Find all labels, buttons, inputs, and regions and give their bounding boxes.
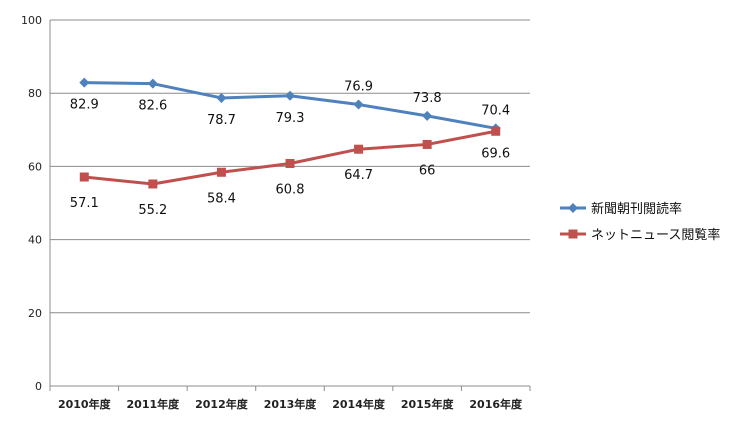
y-tick-label: 20 (28, 307, 42, 320)
y-tick-label: 40 (28, 234, 42, 247)
series-2-marker (79, 172, 89, 182)
data-label-series-2: 58.4 (207, 191, 236, 206)
x-tick-label: 2016年度 (469, 397, 523, 411)
series-2-marker (285, 158, 295, 168)
series-2-marker (148, 179, 158, 189)
y-tick-label: 80 (28, 87, 42, 100)
data-label-series-1: 70.4 (481, 103, 510, 118)
data-label-series-1: 82.6 (138, 99, 167, 114)
series-1-marker (79, 77, 90, 88)
data-label-series-2: 64.7 (344, 168, 373, 183)
x-tick-label: 2015年度 (401, 397, 455, 411)
data-labels: 82.9 82.6 78.7 79.3 76.9 73.8 70.4 57.1 55.2 58.4… (70, 80, 510, 218)
series-1-marker (422, 110, 433, 121)
data-label-series-2: 66 (419, 163, 436, 178)
data-label-series-1: 82.9 (70, 98, 99, 113)
legend-label-1: 新聞朝刊閲読率 (591, 201, 682, 217)
x-tick-label: 2012年度 (195, 397, 249, 411)
axes (49, 20, 530, 387)
data-label-series-2: 55.2 (138, 203, 167, 218)
series-1-marker (353, 99, 364, 110)
x-tick-label: 2010年度 (58, 397, 112, 411)
series-2-marker (491, 126, 501, 136)
x-tick-label: 2014年度 (332, 397, 386, 411)
series-1-marker (285, 90, 295, 101)
data-label-series-1: 76.9 (344, 80, 373, 95)
x-axis-ticks: 2010年度 2011年度 2012年度 2013年度 2014年度 2015年度 2016… (49, 386, 531, 411)
x-tick-label: 2011年度 (127, 397, 181, 411)
series-2-marker (354, 144, 364, 154)
data-label-series-1: 79.3 (276, 111, 305, 126)
data-label-series-2: 60.8 (276, 182, 305, 197)
y-tick-label: 60 (28, 160, 42, 173)
series-1-marker (147, 78, 158, 89)
series-layer (79, 77, 501, 189)
series-1-marker (216, 92, 227, 103)
data-label-series-2: 69.6 (481, 146, 510, 161)
y-axis-ticks: 0 20 40 60 80 100 (21, 14, 42, 393)
data-label-series-1: 78.7 (207, 113, 236, 128)
legend-label-2: ネットニュース閲覧率 (591, 227, 720, 243)
y-tick-label: 100 (21, 14, 42, 27)
series-2-marker (216, 167, 226, 177)
data-label-series-1: 73.8 (413, 91, 442, 106)
legend-marker-2 (568, 229, 578, 239)
y-tick-label: 0 (35, 380, 42, 393)
x-tick-label: 2013年度 (264, 397, 318, 411)
legend-marker-1 (568, 203, 578, 213)
data-label-series-2: 57.1 (70, 196, 99, 211)
series-2-marker (422, 139, 432, 149)
